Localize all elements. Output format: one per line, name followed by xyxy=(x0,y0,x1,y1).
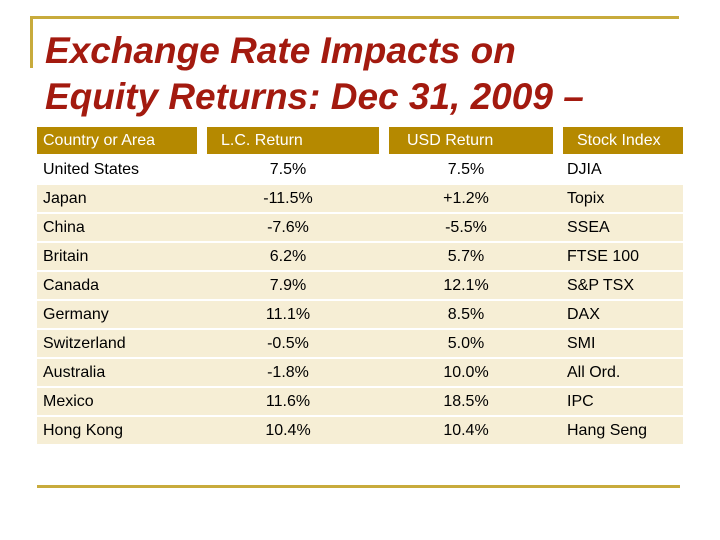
cell-lc-return: -1.8% xyxy=(197,359,379,386)
cell-usd-return: 8.5% xyxy=(379,301,553,328)
cell-country: Mexico xyxy=(37,388,197,415)
table-row: Britain 6.2% 5.7% FTSE 100 xyxy=(37,243,683,270)
cell-usd-return: 10.4% xyxy=(379,417,553,444)
cell-country: Japan xyxy=(37,185,197,212)
cell-country: Hong Kong xyxy=(37,417,197,444)
cell-stock-index: FTSE 100 xyxy=(553,243,683,270)
frame-left-rule xyxy=(30,16,33,68)
cell-stock-index: All Ord. xyxy=(553,359,683,386)
cell-usd-return: -5.5% xyxy=(379,214,553,241)
slide-title: Exchange Rate Impacts on Equity Returns:… xyxy=(45,28,685,120)
table-header-row: Country or Area L.C. Return USD Return S… xyxy=(37,127,683,154)
cell-country: China xyxy=(37,214,197,241)
header-stock-index: Stock Index xyxy=(553,127,683,154)
cell-country: Britain xyxy=(37,243,197,270)
cell-stock-index: IPC xyxy=(553,388,683,415)
table-row: Germany 11.1% 8.5% DAX xyxy=(37,301,683,328)
cell-stock-index: Topix xyxy=(553,185,683,212)
table-row: Hong Kong 10.4% 10.4% Hang Seng xyxy=(37,417,683,444)
cell-lc-return: -0.5% xyxy=(197,330,379,357)
table-row: Mexico 11.6% 18.5% IPC xyxy=(37,388,683,415)
frame-bottom-rule xyxy=(37,485,680,488)
cell-usd-return: 5.0% xyxy=(379,330,553,357)
table-row: Switzerland -0.5% 5.0% SMI xyxy=(37,330,683,357)
table-row: China -7.6% -5.5% SSEA xyxy=(37,214,683,241)
cell-usd-return: +1.2% xyxy=(379,185,553,212)
cell-lc-return: 11.6% xyxy=(197,388,379,415)
cell-country: Australia xyxy=(37,359,197,386)
cell-country: Switzerland xyxy=(37,330,197,357)
cell-lc-return: 7.9% xyxy=(197,272,379,299)
cell-lc-return: 7.5% xyxy=(197,156,379,183)
table-row: Canada 7.9% 12.1% S&P TSX xyxy=(37,272,683,299)
header-usd-return: USD Return xyxy=(379,127,553,154)
cell-lc-return: -11.5% xyxy=(197,185,379,212)
cell-country: United States xyxy=(37,156,197,183)
cell-lc-return: 11.1% xyxy=(197,301,379,328)
slide-title-line-1: Exchange Rate Impacts on xyxy=(45,30,516,71)
cell-stock-index: DAX xyxy=(553,301,683,328)
cell-lc-return: 10.4% xyxy=(197,417,379,444)
cell-stock-index: DJIA xyxy=(553,156,683,183)
cell-stock-index: S&P TSX xyxy=(553,272,683,299)
cell-country: Germany xyxy=(37,301,197,328)
header-country: Country or Area xyxy=(37,127,197,154)
cell-usd-return: 10.0% xyxy=(379,359,553,386)
table-row: United States 7.5% 7.5% DJIA xyxy=(37,156,683,183)
cell-usd-return: 7.5% xyxy=(379,156,553,183)
cell-usd-return: 12.1% xyxy=(379,272,553,299)
frame-top-rule xyxy=(32,16,679,19)
cell-lc-return: -7.6% xyxy=(197,214,379,241)
cell-usd-return: 5.7% xyxy=(379,243,553,270)
returns-table: Country or Area L.C. Return USD Return S… xyxy=(37,125,683,446)
cell-usd-return: 18.5% xyxy=(379,388,553,415)
table-row: Japan -11.5% +1.2% Topix xyxy=(37,185,683,212)
cell-stock-index: SMI xyxy=(553,330,683,357)
cell-stock-index: Hang Seng xyxy=(553,417,683,444)
cell-country: Canada xyxy=(37,272,197,299)
header-lc-return: L.C. Return xyxy=(197,127,379,154)
cell-lc-return: 6.2% xyxy=(197,243,379,270)
cell-stock-index: SSEA xyxy=(553,214,683,241)
table-row: Australia -1.8% 10.0% All Ord. xyxy=(37,359,683,386)
slide-title-line-2: Equity Returns: Dec 31, 2009 – xyxy=(45,76,584,117)
